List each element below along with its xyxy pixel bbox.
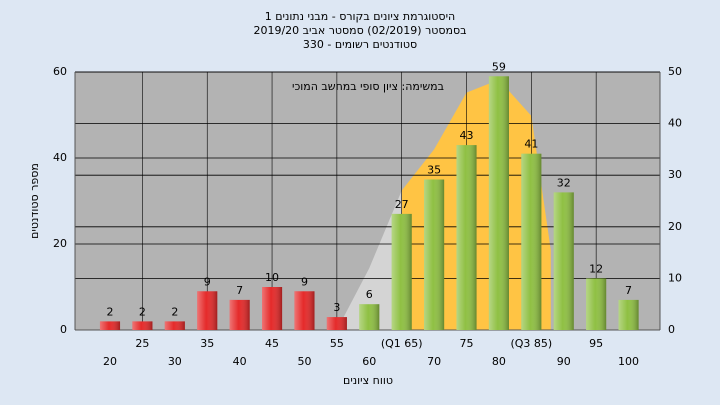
bar-shade [456,145,477,330]
distribution-area [336,190,409,330]
x-tick-label: 75 [460,337,474,350]
y-tick-label: 40 [53,151,67,164]
bar-shade [294,291,315,330]
title-line: סטודנטים רשומים - 330 [303,38,417,51]
title-line: היסטוגרמת ציונים בקורס - מבני נתונים 1 [265,10,455,23]
x-tick-label: 100 [618,355,639,368]
x-tick-label: 60 [362,355,376,368]
data-label: 2 [139,305,146,318]
data-label: 12 [589,262,603,275]
bar-shade [586,278,607,330]
x-tick-label: 50 [297,355,311,368]
x-tick-label: (Q1 65) [381,337,423,350]
bar-shade [618,299,639,330]
bar-shade [553,192,574,330]
x-tick-label: 80 [492,355,506,368]
bar-shade [99,321,121,330]
bar-shade [521,153,542,330]
data-label: 10 [265,271,279,284]
data-label: 6 [366,288,373,301]
title-line: בסמסטר (02/2019) סמסטר אביב 2019/20 [253,24,466,37]
x-tick-label: 95 [589,337,603,350]
bar-shade [197,291,218,330]
data-label: 7 [625,284,632,297]
data-label: 7 [236,284,243,297]
x-tick-label: 25 [135,337,149,350]
y-tick-label: 20 [53,237,67,250]
x-tick-label: 55 [330,337,344,350]
data-label: 9 [301,275,308,288]
data-label: 3 [333,301,340,314]
data-label: 41 [524,138,538,151]
bar-shade [132,321,153,330]
y-axis-label: מספר סטודנטים [28,163,41,239]
bar-shade [359,304,380,330]
y2-tick-label: 0 [668,323,675,336]
y2-tick-label: 50 [668,65,682,78]
data-label: 2 [171,305,178,318]
x-axis-label: טווח ציונים [343,374,393,387]
x-tick-label: 20 [103,355,117,368]
bar-shade [326,317,347,330]
bar-shade [164,321,185,330]
data-label: 59 [492,60,506,73]
x-tick-label: 45 [265,337,279,350]
y2-tick-label: 30 [668,168,682,181]
y2-tick-label: 40 [668,117,682,130]
y-tick-label: 0 [60,323,67,336]
x-tick-label: 35 [200,337,214,350]
data-label: 2 [107,305,114,318]
x-tick-label: 70 [427,355,441,368]
bar-shade [262,287,283,330]
x-tick-label: 40 [233,355,247,368]
y2-tick-label: 20 [668,220,682,233]
bar-shade [229,299,250,330]
data-label: 32 [557,176,571,189]
annotation: במשימה: ציון סופי במחשב המוכי [292,80,444,93]
bar-shade [424,179,445,330]
bar-shade [488,76,509,330]
y-tick-label: 60 [53,65,67,78]
x-tick-label: (Q3 85) [510,337,552,350]
bar-shade [391,213,412,330]
data-label: 35 [427,164,441,177]
data-label: 43 [460,129,474,142]
x-tick-label: 90 [557,355,571,368]
data-label: 27 [395,198,409,211]
data-label: 9 [204,275,211,288]
x-tick-label: 30 [168,355,182,368]
y2-tick-label: 10 [668,271,682,284]
